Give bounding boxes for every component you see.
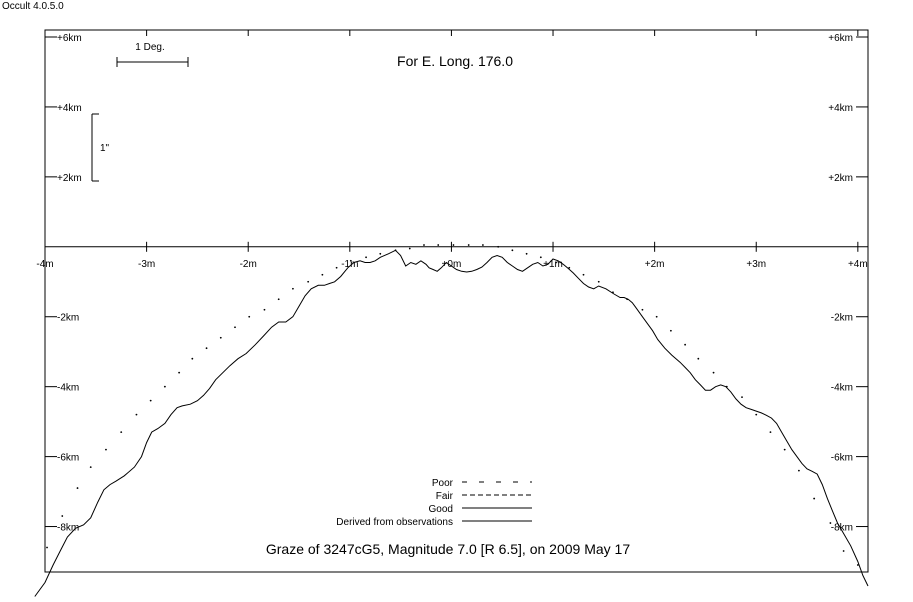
y-tick-label-right: -6km (831, 453, 853, 464)
profile-line (34, 249, 869, 597)
limb-dot (135, 413, 138, 416)
scale-bar-degree-label: 1 Deg. (135, 42, 164, 53)
x-tick-label: -4m (36, 259, 53, 270)
limb-dot (105, 448, 107, 451)
y-tick-label-left: -4km (57, 383, 79, 394)
y-tick-label-right: +2km (828, 173, 853, 184)
y-tick-label-right: -8km (831, 523, 853, 534)
limb-dot (769, 431, 772, 434)
limb-dot (263, 308, 266, 311)
limb-dot (437, 244, 440, 246)
limb-dot (178, 371, 181, 374)
limb-dot (292, 287, 294, 290)
limb-dot (408, 247, 411, 250)
scale-bar-arcsec-label: 1" (100, 143, 110, 154)
x-tick-label: +3m (746, 259, 766, 270)
limb-dot (277, 298, 280, 301)
limb-dot (248, 315, 251, 318)
legend-label-good: Good (429, 504, 453, 515)
y-tick-label-left: +2km (57, 173, 82, 184)
limb-dot (482, 244, 484, 246)
y-tick-label-left: -8km (57, 523, 79, 534)
limb-dot (335, 266, 338, 269)
limb-dot (539, 256, 542, 259)
limb-dot (555, 261, 557, 264)
limb-dot (423, 244, 425, 246)
legend-label-derived: Derived from observations (336, 517, 453, 528)
limb-dot (307, 280, 310, 283)
limb-dot (365, 256, 367, 259)
legend: Poor Fair Good Derived from observations (336, 478, 532, 528)
y-tick-label-right: -4km (831, 383, 853, 394)
limb-dot (205, 347, 208, 350)
x-tick-label: -1m (341, 259, 358, 270)
limb-dot (219, 336, 222, 339)
x-tick-label: -2m (240, 259, 257, 270)
limb-dot (842, 550, 845, 552)
legend-label-poor: Poor (432, 478, 454, 489)
app-title: Occult 4.0.5.0 (2, 1, 64, 12)
limb-dot (379, 252, 382, 255)
limb-dot (597, 280, 600, 283)
chart-title: Graze of 3247cG5, Magnitude 7.0 [R 6.5],… (266, 541, 630, 557)
limb-dot (829, 522, 832, 524)
x-tick-label: +1m (543, 259, 563, 270)
limb-dot (76, 487, 79, 489)
limb-dot (191, 357, 194, 360)
y-tick-label-right: +4km (828, 103, 853, 114)
limb-dot (669, 329, 672, 332)
x-tick-label: -3m (138, 259, 155, 270)
limb-dot (61, 515, 64, 517)
limb-dot (467, 244, 470, 246)
limb-dot (813, 497, 816, 500)
chart-header: For E. Long. 176.0 (397, 53, 513, 69)
limb-dot (349, 259, 352, 262)
limb-dot (511, 249, 514, 252)
series-layer (34, 244, 869, 597)
limb-dot (684, 343, 687, 346)
limb-dot (783, 448, 786, 451)
y-tick-label-right: +6km (828, 33, 853, 44)
x-tick-label: +0m (442, 259, 462, 270)
limb-dot (46, 546, 48, 549)
limb-dot (89, 466, 92, 468)
limb-dot (741, 396, 743, 399)
limb-dot (497, 245, 500, 248)
limb-dot (641, 308, 644, 311)
x-tick-label: +2m (645, 259, 665, 270)
limb-dot (856, 564, 859, 566)
y-tick-label-left: +4km (57, 103, 82, 114)
legend-label-fair: Fair (436, 491, 454, 502)
limb-dot (755, 413, 758, 416)
plot-frame (44, 29, 869, 573)
limb-dot (234, 326, 236, 329)
limb-dot (321, 273, 324, 276)
limb-dot (798, 469, 800, 472)
limb-dot (655, 315, 658, 318)
limb-dot (120, 431, 123, 434)
scale-bar-degree: 1 Deg. (116, 42, 189, 67)
x-tick-label: +4m (848, 259, 868, 270)
limb-dot (525, 252, 528, 255)
limb-dot (697, 357, 700, 360)
limb-dot (568, 266, 571, 269)
axis-layer: -4m -3m -2m -1m +0m +1m +2m +3m +4m +6km +6km +4km +… (36, 30, 868, 534)
limb-dot (163, 385, 166, 388)
limb-dot (149, 399, 152, 402)
y-tick-label-left: -6km (57, 453, 79, 464)
limb-dot (452, 244, 455, 246)
y-tick-label-right: -2km (831, 313, 853, 324)
limb-dot (712, 371, 715, 374)
y-tick-label-left: +6km (57, 33, 82, 44)
limb-dot (582, 273, 585, 276)
y-tick-label-left: -2km (57, 313, 79, 324)
scale-bar-arcsec: 1" (91, 113, 110, 182)
